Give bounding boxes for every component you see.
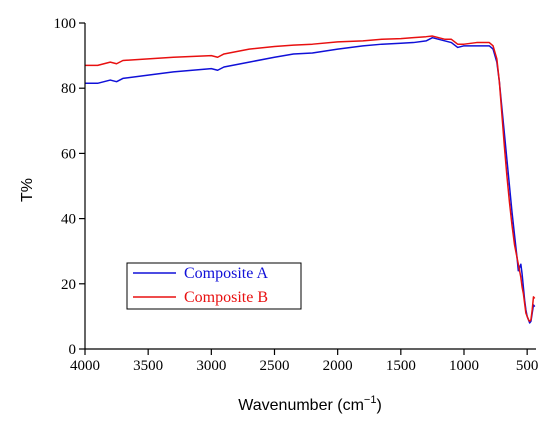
x-axis-title-close: ) — [376, 397, 381, 414]
x-tick-label: 2000 — [323, 358, 353, 374]
legend: Composite A Composite B — [126, 262, 302, 310]
series-line-composite-b — [85, 35, 536, 323]
y-axis-title: T% — [19, 178, 36, 202]
y-tick-label: 20 — [61, 277, 76, 293]
x-tick-label: 1000 — [449, 358, 479, 374]
x-axis-title: Wavenumber (cm−1) — [238, 394, 382, 414]
legend-box — [126, 262, 302, 310]
legend-label-composite-a: Composite A — [184, 265, 268, 282]
y-tick-label: 80 — [61, 81, 76, 97]
x-tick-label: 3000 — [196, 358, 226, 374]
x-axis-title-sup: −1 — [364, 394, 377, 406]
x-tick-label: 3500 — [133, 358, 163, 374]
series-layer — [85, 35, 536, 324]
legend-label-composite-b: Composite B — [184, 289, 268, 306]
x-tick-label: 4000 — [70, 358, 100, 374]
axes — [84, 23, 536, 350]
y-tick-label: 60 — [61, 146, 76, 162]
y-tick-label: 100 — [54, 16, 77, 32]
y-tick-label: 40 — [61, 212, 76, 228]
x-tick-label: 2500 — [259, 358, 289, 374]
x-axis-title-text: Wavenumber (cm — [238, 397, 364, 414]
y-tick-label: 0 — [69, 342, 77, 358]
x-tick-label: 1500 — [386, 358, 416, 374]
x-tick-label: 500 — [516, 358, 539, 374]
